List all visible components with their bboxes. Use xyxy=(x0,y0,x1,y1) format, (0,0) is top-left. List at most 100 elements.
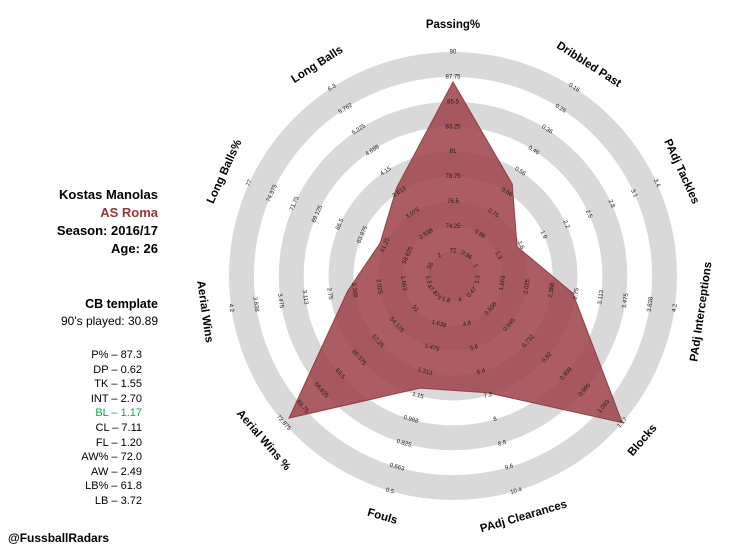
tick-label: 66.5 xyxy=(335,217,346,231)
tick-label: 6.3 xyxy=(327,83,338,93)
tick-label: 0.76 xyxy=(487,208,501,220)
stat-line: TK – 1.55 xyxy=(94,378,142,391)
tick-label: 76.5 xyxy=(447,199,459,205)
tick-label: 5.6 xyxy=(469,344,479,352)
axis-label: Fouls xyxy=(366,507,399,527)
tick-label: 1.9 xyxy=(539,230,548,241)
player-info-block: Kostas Manolas AS Roma Season: 2016/17 A… xyxy=(18,186,158,258)
tick-label: 1.3 xyxy=(493,250,502,261)
tick-label: 0.26 xyxy=(554,103,568,115)
axis-label: Blocks xyxy=(626,422,660,458)
tick-label: 0.56 xyxy=(513,166,527,178)
tick-label: 2.8 xyxy=(607,199,616,210)
axis-label: Passing% xyxy=(426,19,480,31)
tick-label: 3.838 xyxy=(647,296,655,312)
tick-label: 4 xyxy=(458,297,464,304)
tick-label: 0.663 xyxy=(389,463,406,473)
tick-label: 1.3 xyxy=(475,274,482,284)
tick-label: 3.1 xyxy=(629,188,638,199)
axis-label: Long Balls xyxy=(289,44,345,86)
tick-label: 3.4 xyxy=(652,178,661,189)
season-label: Season: 2016/17 xyxy=(56,223,158,238)
tick-label: 2.388 xyxy=(350,282,358,298)
axis-label: PAdj Tackles xyxy=(661,137,701,206)
credit-handle: @FussballRadars xyxy=(8,531,110,545)
tick-label: 1.475 xyxy=(424,343,441,353)
tick-label: 4.15 xyxy=(379,166,393,178)
tick-label: 0.96 xyxy=(460,250,474,262)
tick-label: 3.838 xyxy=(251,297,259,313)
stat-line: DP – 0.62 xyxy=(93,363,142,376)
tick-label: 90 xyxy=(450,50,457,56)
axis-label: PAdj Clearances xyxy=(479,498,569,535)
tick-label: 0.86 xyxy=(473,229,487,241)
tick-label: 8 xyxy=(493,416,499,423)
axis-label: Long Balls% xyxy=(205,138,245,206)
tick-label: 1.6 xyxy=(516,240,525,251)
player-name: Kostas Manolas xyxy=(59,187,158,202)
tick-label: 2.75 xyxy=(325,288,333,301)
tick-label: 2.75 xyxy=(573,287,581,300)
tick-label: 72 xyxy=(450,249,457,255)
player-polygon xyxy=(288,80,624,424)
stats-list: P% – 87.3 DP – 0.62 TK – 1.55 INT – 2.70 BL … xyxy=(18,348,142,509)
axis-label: PAdj Interceptions xyxy=(688,261,714,362)
tick-label: 1.663 xyxy=(499,275,507,291)
tick-label: 0.46 xyxy=(527,145,541,157)
tick-label: 2 xyxy=(437,252,444,259)
tick-label: 1.638 xyxy=(431,319,448,329)
tick-label: 0.16 xyxy=(567,82,581,94)
tick-label: 3.113 xyxy=(597,289,605,305)
tick-label: 87.75 xyxy=(445,74,461,80)
stat-line: AW% – 72.0 xyxy=(81,451,142,464)
tick-label: 0.988 xyxy=(403,415,420,425)
tick-label: 3.475 xyxy=(622,292,630,308)
stat-line: BL – 1.17 xyxy=(95,407,142,420)
tick-label: 9.6 xyxy=(504,463,514,471)
tick-label: 3.113 xyxy=(301,290,309,306)
tick-label: 1.15 xyxy=(411,391,425,400)
tick-label: 8.8 xyxy=(497,440,507,448)
tick-label: 4.2 xyxy=(227,303,234,313)
tick-label: 1 xyxy=(472,263,479,269)
age-label: Age: 26 xyxy=(111,241,158,256)
tick-label: 2.388 xyxy=(548,282,556,298)
team-name: AS Roma xyxy=(100,205,158,220)
tick-label: 7.2 xyxy=(483,392,493,400)
stat-line: CL – 7.11 xyxy=(95,421,142,434)
tick-label: 61.25 xyxy=(380,237,392,254)
tick-label: 2.5 xyxy=(584,209,593,220)
tick-label: 3.475 xyxy=(276,293,284,309)
tick-label: 4.8 xyxy=(462,320,472,328)
tick-label: 1.8 xyxy=(441,296,451,304)
tick-label: 85.5 xyxy=(447,99,459,105)
stat-line: LB% – 61.8 xyxy=(85,480,142,493)
template-block: CB template 90's played: 30.89 xyxy=(18,296,158,330)
tick-label: 56 xyxy=(427,261,436,270)
tick-label: 2.025 xyxy=(374,279,382,295)
tick-label: 78.75 xyxy=(445,174,461,180)
tick-label: 1.313 xyxy=(417,367,434,377)
axis-label: Aerial Wins xyxy=(194,280,215,344)
tick-label: 6.4 xyxy=(476,368,486,376)
tick-label: 1.3 xyxy=(424,275,431,285)
stat-line: AW – 2.49 xyxy=(91,465,142,478)
tick-label: 81 xyxy=(450,149,457,155)
tick-label: 71.75 xyxy=(289,195,301,212)
stat-line: INT – 2.70 xyxy=(90,392,142,405)
stat-line: LB – 3.72 xyxy=(94,494,142,507)
tick-label: 83.25 xyxy=(445,124,461,130)
tick-label: 51 xyxy=(411,304,420,313)
tick-label: 2.025 xyxy=(523,278,531,294)
nineties-played: 90's played: 30.89 xyxy=(60,314,158,328)
stat-line: FL – 1.20 xyxy=(95,436,142,449)
tick-label: 0.36 xyxy=(540,124,554,136)
tick-label: 0.825 xyxy=(396,439,413,449)
stat-line: P% – 87.3 xyxy=(91,349,142,361)
tick-label: 77 xyxy=(246,178,255,187)
tick-label: 4.2 xyxy=(672,303,679,313)
tick-label: 10.4 xyxy=(510,487,524,496)
tick-label: 0.66 xyxy=(500,187,514,199)
